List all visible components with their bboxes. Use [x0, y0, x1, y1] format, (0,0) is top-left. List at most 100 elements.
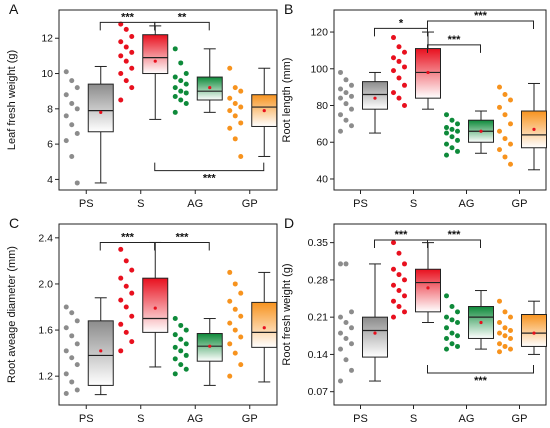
data-point: [238, 88, 244, 94]
mean-point: [373, 96, 377, 100]
data-point: [63, 390, 69, 396]
y-tick-label: 6: [47, 139, 53, 151]
data-point: [343, 77, 349, 83]
data-point: [508, 141, 513, 147]
data-point: [129, 65, 135, 71]
y-tick-label: 2.0: [38, 278, 53, 290]
data-point: [172, 356, 178, 362]
x-tick-label: S: [137, 413, 144, 423]
data-point: [238, 153, 244, 159]
data-point: [238, 104, 244, 110]
data-point: [118, 71, 124, 77]
data-point: [172, 85, 178, 91]
data-point: [449, 134, 455, 140]
data-point: [396, 44, 402, 50]
mean-point: [373, 331, 377, 335]
y-tick-label: 2.4: [38, 232, 53, 244]
data-point: [338, 86, 343, 92]
data-point: [178, 362, 184, 368]
data-point: [232, 85, 238, 91]
y-tick-label: 0.35: [308, 237, 329, 249]
data-point: [63, 113, 69, 119]
data-point: [123, 304, 129, 310]
data-point: [232, 101, 238, 107]
data-point: [63, 348, 69, 354]
data-point: [497, 104, 502, 110]
panel-letter: D: [284, 215, 294, 231]
mean-point: [426, 286, 430, 290]
data-point: [502, 325, 508, 331]
data-point: [69, 379, 75, 385]
data-point: [444, 112, 449, 118]
data-point: [449, 126, 455, 132]
data-point: [227, 269, 233, 275]
data-point: [69, 355, 75, 361]
data-point: [183, 90, 189, 96]
data-point: [63, 69, 69, 75]
data-point: [338, 128, 343, 134]
data-point: [402, 261, 407, 267]
data-point: [232, 350, 238, 356]
data-point: [129, 85, 135, 91]
mean-point: [153, 306, 157, 310]
data-point: [123, 329, 129, 335]
x-tick-label: S: [410, 198, 417, 210]
data-point: [396, 58, 402, 64]
data-point: [178, 88, 184, 94]
data-point: [123, 78, 129, 84]
data-point: [502, 333, 508, 339]
data-point: [391, 35, 396, 41]
data-point: [123, 26, 129, 32]
data-point: [232, 281, 238, 287]
data-point: [502, 309, 508, 315]
data-point: [238, 334, 244, 340]
x-tick-label: PS: [353, 198, 368, 210]
mean-point: [262, 326, 266, 330]
data-point: [449, 304, 455, 310]
data-point: [449, 330, 455, 336]
significance-label: ***: [448, 229, 462, 241]
data-point: [497, 298, 502, 304]
data-point: [69, 101, 75, 107]
data-point: [497, 330, 502, 336]
data-point: [69, 310, 75, 316]
data-point: [402, 277, 407, 283]
data-point: [232, 136, 238, 142]
y-axis-label: Root aveage diameter (mm): [6, 246, 18, 383]
data-point: [178, 348, 184, 354]
data-point: [444, 141, 449, 147]
data-point: [396, 250, 402, 256]
significance-label: ***: [395, 229, 409, 241]
y-tick-label: 8: [47, 103, 53, 115]
data-point: [118, 297, 124, 303]
significance-label: ***: [121, 231, 135, 243]
data-point: [227, 341, 233, 347]
significance-label: ***: [203, 173, 217, 185]
data-point: [402, 309, 407, 315]
significance-label: *: [399, 17, 404, 29]
data-point: [349, 82, 354, 88]
data-point: [444, 125, 449, 131]
data-point: [402, 49, 407, 55]
y-axis-label: Root length (mm): [281, 58, 293, 143]
data-point: [502, 154, 508, 160]
data-point: [391, 298, 396, 304]
data-point: [449, 145, 455, 151]
data-point: [502, 112, 508, 118]
data-point: [172, 371, 178, 377]
data-point: [118, 246, 124, 252]
data-point: [396, 288, 402, 294]
plot-frame: [333, 223, 547, 406]
data-point: [129, 313, 135, 319]
data-point: [338, 330, 343, 336]
mean-point: [153, 59, 157, 63]
data-point: [178, 97, 184, 103]
data-point: [455, 309, 460, 315]
data-point: [227, 125, 233, 131]
data-point: [508, 121, 513, 127]
data-point: [232, 327, 238, 333]
data-point: [349, 367, 354, 373]
data-point: [232, 113, 238, 119]
box-gp: [521, 314, 547, 347]
data-point: [338, 69, 343, 75]
